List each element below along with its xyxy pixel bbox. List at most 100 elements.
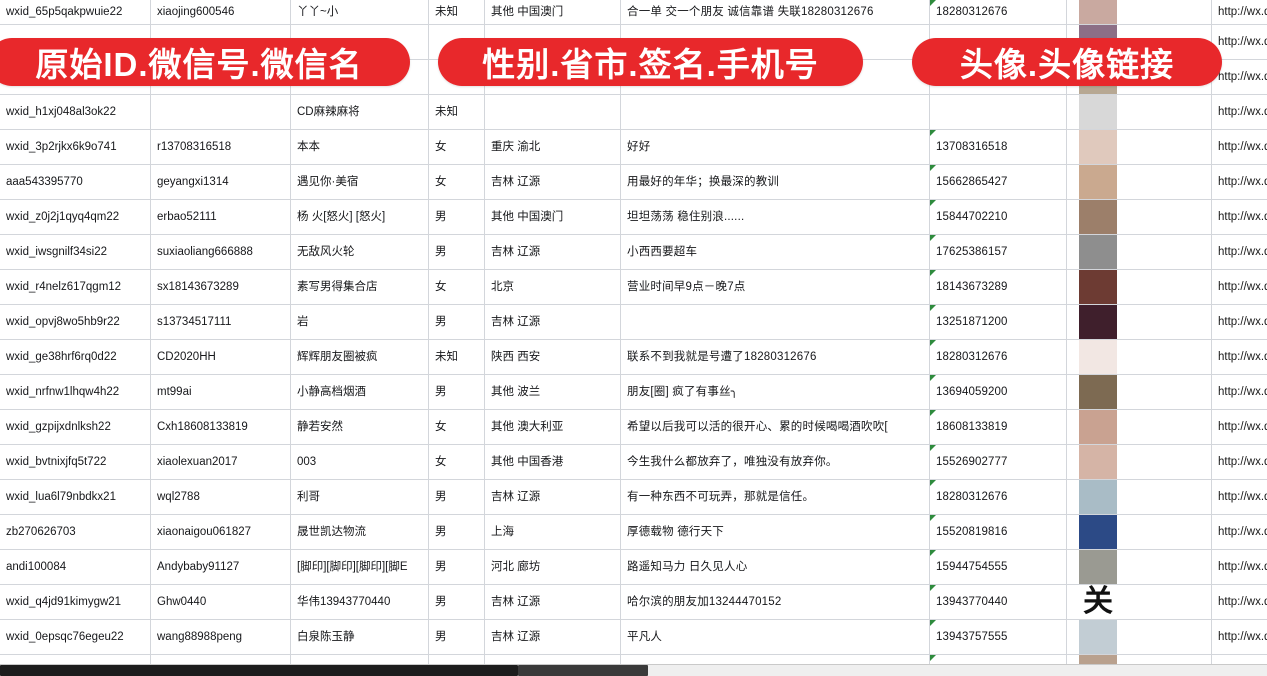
- cell-origin-id[interactable]: zb270626703: [0, 514, 151, 550]
- scrollbar-thumb[interactable]: [0, 665, 518, 676]
- cell-wechat-id[interactable]: [150, 94, 291, 130]
- cell-origin-id[interactable]: wxid_gzpijxdnlksh22: [0, 409, 151, 445]
- cell-region[interactable]: 其他 澳大利亚: [484, 409, 621, 445]
- cell-wechat-name[interactable]: 小静高档烟酒: [290, 374, 429, 410]
- cell-avatar-link[interactable]: http://wx.qlogo.cn/mmhead: [1211, 374, 1267, 410]
- cell-origin-id[interactable]: wxid_bvtnixjfq5t722: [0, 444, 151, 480]
- cell-signature[interactable]: 平凡人: [620, 619, 930, 655]
- cell-gender[interactable]: 未知: [428, 94, 485, 130]
- table-row[interactable]: wxid_nrfnw1lhqw4h22 mt99ai 小静高档烟酒 男 其他 波兰 朋友[…: [0, 374, 1267, 410]
- cell-wechat-id[interactable]: xiaonaigou061827: [150, 514, 291, 550]
- cell-phone[interactable]: 15662865427: [929, 164, 1067, 200]
- cell-avatar[interactable]: [1066, 374, 1212, 410]
- cell-avatar-link[interactable]: http://wx.qlogo.cn/mmhead: [1211, 304, 1267, 340]
- cell-gender[interactable]: 男: [428, 514, 485, 550]
- cell-avatar[interactable]: [1066, 444, 1212, 480]
- cell-avatar[interactable]: [1066, 129, 1212, 165]
- cell-wechat-name[interactable]: 本本: [290, 129, 429, 165]
- cell-phone[interactable]: 15844702210: [929, 199, 1067, 235]
- cell-avatar[interactable]: [1066, 339, 1212, 375]
- cell-avatar[interactable]: [1066, 0, 1212, 25]
- cell-phone[interactable]: 13694059200: [929, 374, 1067, 410]
- cell-phone[interactable]: 18608133819: [929, 409, 1067, 445]
- cell-avatar-link[interactable]: http://wx.qlogo.cn/mmhead: [1211, 269, 1267, 305]
- cell-gender[interactable]: 男: [428, 654, 485, 666]
- cell-avatar-link[interactable]: http://wx.qlogo.cn/mmhead: [1211, 164, 1267, 200]
- table-row[interactable]: wxid_iwsgnilf34si22 suxiaoliang666888 无敌风火…: [0, 234, 1267, 270]
- cell-avatar[interactable]: [1066, 619, 1212, 655]
- table-row[interactable]: wxid_gzpijxdnlksh22 Cxh18608133819 静若安然 女 其他…: [0, 409, 1267, 445]
- table-row[interactable]: aaa543395770 geyangxi1314 遇见你·美宿 女 吉林 辽源 用最好的…: [0, 164, 1267, 200]
- cell-wechat-name[interactable]: CD麻辣麻将: [290, 94, 429, 130]
- cell-signature[interactable]: 有一种东西不可玩弄，那就是信任。: [620, 479, 930, 515]
- cell-wechat-id[interactable]: CD2020HH: [150, 339, 291, 375]
- cell-phone[interactable]: 18280312676: [929, 339, 1067, 375]
- cell-origin-id[interactable]: wxid_q4jd91kimygw21: [0, 584, 151, 620]
- table-row[interactable]: wxid_bvtnixjfq5t722 xiaolexuan2017 003 女 其他 …: [0, 444, 1267, 480]
- cell-signature[interactable]: [620, 304, 930, 340]
- cell-wechat-id[interactable]: xiaojing600546: [150, 0, 291, 25]
- cell-region[interactable]: 吉林 辽源: [484, 304, 621, 340]
- cell-gender[interactable]: 女: [428, 129, 485, 165]
- cell-avatar-link[interactable]: http://wx.qlogo.cn/mmhead: [1211, 339, 1267, 375]
- cell-signature[interactable]: 路遥知马力 日久见人心: [620, 549, 930, 585]
- cell-wechat-id[interactable]: sx18143673289: [150, 269, 291, 305]
- cell-origin-id[interactable]: wxid_h1xj048al3ok22: [0, 94, 151, 130]
- cell-avatar-link[interactable]: http://wx.qlogo.cn/mmhead: [1211, 94, 1267, 130]
- cell-wechat-name[interactable]: 辉辉朋友圈被疯: [290, 339, 429, 375]
- cell-avatar-link[interactable]: http://wx.qlogo.cn/mmhead: [1211, 584, 1267, 620]
- cell-signature[interactable]: 合一单 交一个朋友 诚信靠谱 失联18280312676: [620, 0, 930, 25]
- table-row[interactable]: wxid_q4jd91kimygw21 Ghw0440 华伟13943770440 男…: [0, 584, 1267, 620]
- table-row[interactable]: wxid_65p5qakpwuie22 xiaojing600546 丫丫~小 未知 其…: [0, 0, 1267, 25]
- cell-signature[interactable]: 坦坦荡荡 稳住别浪......: [620, 199, 930, 235]
- cell-avatar-link[interactable]: http://wx.qlogo.cn/mmhead: [1211, 479, 1267, 515]
- cell-phone[interactable]: 13943770440: [929, 584, 1067, 620]
- cell-origin-id[interactable]: wxid_iwsgnilf34si22: [0, 234, 151, 270]
- cell-wechat-name[interactable]: 杨 火[怒火] [怒火]: [290, 199, 429, 235]
- cell-gender[interactable]: 男: [428, 619, 485, 655]
- cell-origin-id[interactable]: wxid_ge38hrf6rq0d22: [0, 339, 151, 375]
- cell-signature[interactable]: 用最好的年华；换最深的教训: [620, 164, 930, 200]
- cell-gender[interactable]: 未知: [428, 339, 485, 375]
- cell-wechat-name[interactable]: 岩: [290, 304, 429, 340]
- cell-origin-id[interactable]: wxid_3p2rjkx6k9o741: [0, 129, 151, 165]
- table-row[interactable]: andi100084 Andybaby91127 [脚印][脚印][脚印][脚E 男 河…: [0, 549, 1267, 585]
- cell-signature[interactable]: 今生我什么都放弃了，唯独没有放弃你。: [620, 444, 930, 480]
- cell-region[interactable]: 重庆 渝北: [484, 129, 621, 165]
- cell-region[interactable]: 其他 中国香港: [484, 444, 621, 480]
- cell-avatar-link[interactable]: http://wx.qlogo.cn/mmhead: [1211, 234, 1267, 270]
- cell-region[interactable]: 其他 中国澳门: [484, 199, 621, 235]
- cell-avatar-link[interactable]: http://wx.qlogo.cn/mmhead: [1211, 514, 1267, 550]
- cell-avatar[interactable]: 关: [1066, 584, 1212, 620]
- cell-region[interactable]: 北京: [484, 269, 621, 305]
- cell-avatar-link[interactable]: http://wx.qlogo.cn/mmhead: [1211, 0, 1267, 25]
- cell-gender[interactable]: 女: [428, 444, 485, 480]
- table-row[interactable]: wxid_z0j2j1qyq4qm22 erbao52111 杨 火[怒火] [怒火…: [0, 199, 1267, 235]
- cell-gender[interactable]: 男: [428, 234, 485, 270]
- cell-wechat-id[interactable]: s13734517111: [150, 304, 291, 340]
- cell-wechat-name[interactable]: 晟世凯达物流: [290, 514, 429, 550]
- cell-region[interactable]: 吉林 辽源: [484, 234, 621, 270]
- cell-wechat-name[interactable]: 素写男得集合店: [290, 269, 429, 305]
- cell-origin-id[interactable]: wxid_da7eo0ua7d6z22: [0, 654, 151, 666]
- cell-region[interactable]: 其他 中国澳门: [484, 0, 621, 25]
- cell-avatar[interactable]: [1066, 304, 1212, 340]
- scrollbar-thumb-secondary[interactable]: [518, 665, 648, 676]
- table-row[interactable]: wxid_r4nelz617qgm12 sx18143673289 素写男得集合店 女…: [0, 269, 1267, 305]
- cell-avatar[interactable]: [1066, 479, 1212, 515]
- cell-origin-id[interactable]: wxid_z0j2j1qyq4qm22: [0, 199, 151, 235]
- cell-phone[interactable]: [929, 94, 1067, 130]
- cell-phone[interactable]: 13943757555: [929, 619, 1067, 655]
- cell-gender[interactable]: 男: [428, 199, 485, 235]
- cell-region[interactable]: 吉林 辽源: [484, 164, 621, 200]
- cell-wechat-id[interactable]: Ghw0440: [150, 584, 291, 620]
- cell-gender[interactable]: 未知: [428, 0, 485, 25]
- cell-origin-id[interactable]: andi100084: [0, 549, 151, 585]
- cell-avatar[interactable]: [1066, 164, 1212, 200]
- cell-signature[interactable]: 联系不到我就是号遭了18280312676: [620, 339, 930, 375]
- cell-wechat-name[interactable]: 静若安然: [290, 409, 429, 445]
- cell-region[interactable]: [484, 94, 621, 130]
- cell-wechat-name[interactable]: 利哥: [290, 479, 429, 515]
- cell-wechat-id[interactable]: wang88988peng: [150, 619, 291, 655]
